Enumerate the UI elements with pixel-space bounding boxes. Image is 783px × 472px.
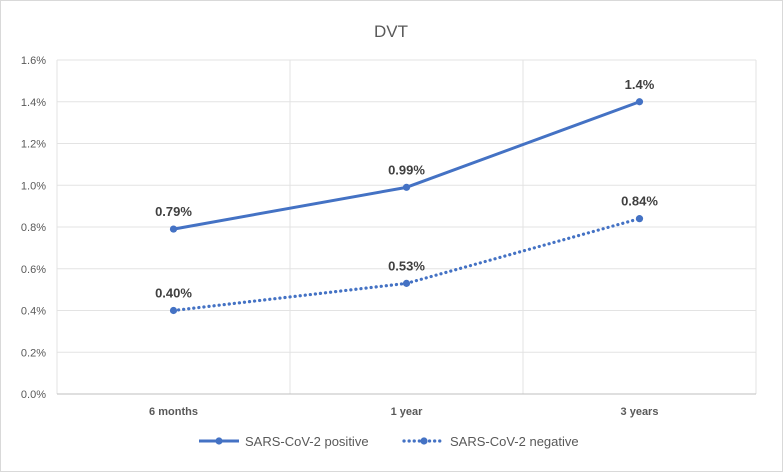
data-point xyxy=(635,215,644,223)
data-point xyxy=(402,279,411,287)
data-labels: 0.79% 0.99% 1.4% 0.40% 0.53% 0.84% xyxy=(155,77,658,301)
data-point xyxy=(635,98,644,106)
legend-marker xyxy=(215,437,223,445)
data-point xyxy=(169,306,178,315)
y-tick-label: 1.4% xyxy=(21,97,46,109)
legend-label: SARS-CoV-2 positive xyxy=(245,434,369,449)
data-label: 0.53% xyxy=(388,258,425,273)
legend-label: SARS-CoV-2 negative xyxy=(450,434,579,449)
data-point xyxy=(402,183,411,191)
y-tick-label: 0.8% xyxy=(21,222,46,234)
data-label: 0.40% xyxy=(155,286,192,301)
data-label: 0.79% xyxy=(155,204,192,219)
series-lines xyxy=(169,98,644,315)
legend-marker xyxy=(420,437,428,445)
y-tick-label: 1.2% xyxy=(21,139,46,151)
x-tick-label: 3 years xyxy=(621,406,659,418)
y-tick-label: 1.6% xyxy=(21,55,46,67)
y-tick-label: 0.2% xyxy=(21,347,46,359)
axes: 0.0% 0.2% 0.4% 0.6% 0.8% 1.0% 1.2% 1.4% 1.6% 6 mo… xyxy=(21,55,756,418)
y-tick-label: 0.6% xyxy=(21,264,46,276)
x-tick-label: 1 year xyxy=(391,406,424,418)
data-label: 1.4% xyxy=(625,77,655,92)
chart-title: DVT xyxy=(374,22,408,41)
y-tick-label: 0.4% xyxy=(21,306,46,318)
y-tick-label: 0.0% xyxy=(21,389,46,401)
data-label: 0.99% xyxy=(388,162,425,177)
data-point xyxy=(169,225,178,233)
y-tick-label: 1.0% xyxy=(21,180,46,192)
x-tick-label: 6 months xyxy=(149,406,198,418)
data-label: 0.84% xyxy=(621,194,658,209)
legend: SARS-CoV-2 positive SARS-CoV-2 negative xyxy=(199,434,579,449)
gridlines xyxy=(56,59,757,394)
